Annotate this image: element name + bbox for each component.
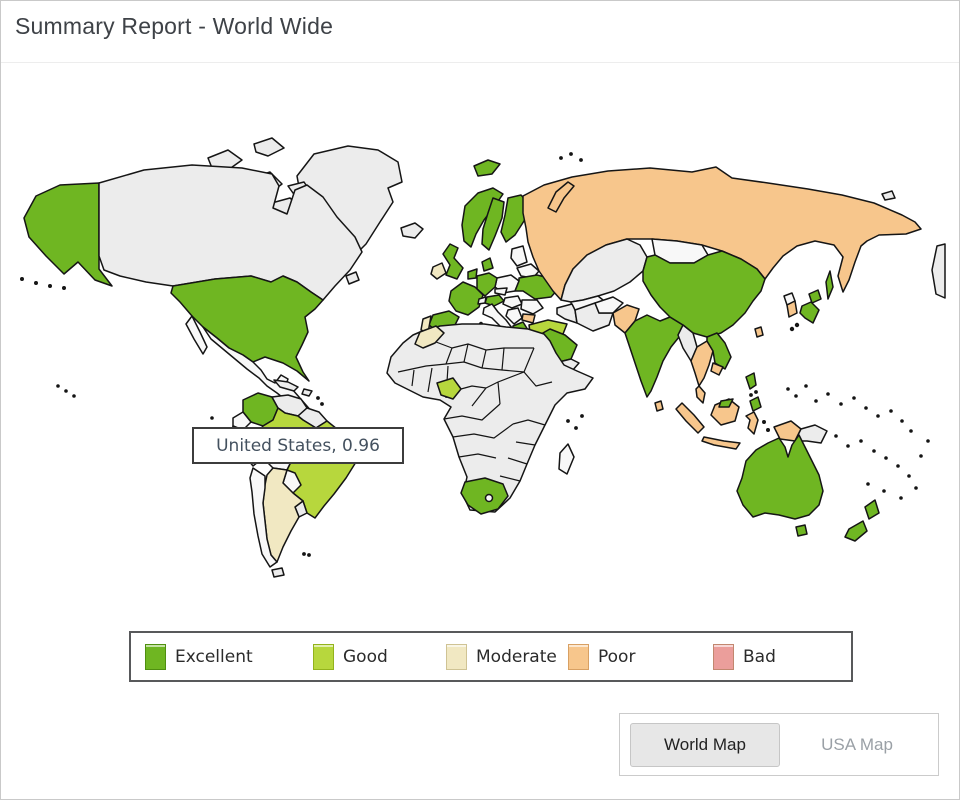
legend-item-poor: Poor xyxy=(568,633,635,680)
country-sakhalin[interactable] xyxy=(825,270,834,300)
poor-swatch xyxy=(568,643,589,670)
country-sulawesi[interactable] xyxy=(745,411,759,435)
country-newfoundland[interactable] xyxy=(345,271,360,285)
country-iraq[interactable] xyxy=(556,303,578,324)
country-iceland[interactable] xyxy=(400,222,424,239)
country-czechia[interactable] xyxy=(494,287,508,296)
legend-item-moderate: Moderate xyxy=(446,633,557,680)
country-bulgaria[interactable] xyxy=(521,313,536,324)
country-ecuador[interactable] xyxy=(232,411,252,431)
page-title: Summary Report - World Wide xyxy=(15,13,334,39)
country-nigeria[interactable] xyxy=(436,377,462,400)
legend-item-good: Good xyxy=(313,633,388,680)
country-cambodia[interactable] xyxy=(710,362,724,376)
country-romania[interactable] xyxy=(520,299,544,315)
country-sri-lanka[interactable] xyxy=(654,400,664,412)
country-mexico[interactable] xyxy=(202,326,320,418)
country-edge-land[interactable] xyxy=(931,243,946,299)
legend-label: Poor xyxy=(598,646,636,667)
country-vietnam[interactable] xyxy=(706,332,732,370)
country-alaska[interactable] xyxy=(23,182,113,287)
country-tasmania[interactable] xyxy=(795,524,808,537)
legend-label: Excellent xyxy=(175,646,253,667)
country-sweden[interactable] xyxy=(481,197,505,251)
country-ireland[interactable] xyxy=(430,262,447,280)
header-divider xyxy=(1,62,959,63)
country-honshu[interactable] xyxy=(799,301,820,324)
world-map: United States, 0.96 xyxy=(16,86,946,626)
country-chile[interactable] xyxy=(249,467,278,568)
country-taiwan[interactable] xyxy=(754,326,764,338)
country-austria[interactable] xyxy=(484,294,505,307)
bad-swatch xyxy=(713,643,734,670)
country-luzon[interactable] xyxy=(745,372,757,390)
country-benelux[interactable] xyxy=(467,268,478,280)
country-svalbard[interactable] xyxy=(473,159,501,177)
country-afghanistan[interactable] xyxy=(594,296,624,314)
country-uk[interactable] xyxy=(442,243,464,280)
country-hokkaido[interactable] xyxy=(808,289,822,304)
legend: Excellent Good Moderate Poor Bad xyxy=(129,631,853,682)
country-sumatra[interactable] xyxy=(675,402,705,434)
country-denmark[interactable] xyxy=(481,257,494,272)
country-france[interactable] xyxy=(448,281,484,316)
country-lesotho[interactable] xyxy=(484,493,494,503)
map-tooltip: United States, 0.96 xyxy=(192,427,404,464)
country-malaysia-peninsula[interactable] xyxy=(695,385,706,404)
country-morocco[interactable] xyxy=(414,325,445,349)
legend-label: Moderate xyxy=(476,646,557,667)
country-canada[interactable] xyxy=(98,164,363,301)
country-baltics[interactable] xyxy=(510,245,528,267)
country-nz-north[interactable] xyxy=(864,499,880,520)
country-hungary[interactable] xyxy=(502,295,523,309)
country-java[interactable] xyxy=(701,436,741,450)
country-south-korea[interactable] xyxy=(786,300,798,318)
country-cuba[interactable] xyxy=(273,379,299,392)
map-toggle-group: World Map USA Map xyxy=(619,713,939,776)
country-baja[interactable] xyxy=(185,315,208,355)
legend-item-bad: Bad xyxy=(713,633,776,680)
country-madagascar[interactable] xyxy=(558,443,575,475)
usa-map-button[interactable]: USA Map xyxy=(821,735,893,754)
country-malaysia-east[interactable] xyxy=(718,398,734,408)
country-wrangel[interactable] xyxy=(881,190,896,201)
legend-label: Bad xyxy=(743,646,776,667)
country-china[interactable] xyxy=(642,250,766,338)
legend-label: Good xyxy=(343,646,388,667)
country-india[interactable] xyxy=(624,314,684,398)
moderate-swatch xyxy=(446,643,467,670)
country-balkans[interactable] xyxy=(505,307,523,325)
pacific-island-dots xyxy=(56,384,930,500)
country-nz-south[interactable] xyxy=(844,520,868,542)
country-tierra-del-fuego[interactable] xyxy=(271,567,285,578)
good-swatch xyxy=(313,643,334,670)
country-south-africa[interactable] xyxy=(460,477,509,515)
country-novaya-zemlya[interactable] xyxy=(547,181,575,213)
country-mindanao[interactable] xyxy=(749,396,762,412)
legend-item-excellent: Excellent xyxy=(145,633,253,680)
country-hispaniola[interactable] xyxy=(301,388,313,397)
excellent-swatch xyxy=(145,643,166,670)
country-australia[interactable] xyxy=(736,434,824,520)
world-map-button[interactable]: World Map xyxy=(630,723,780,767)
